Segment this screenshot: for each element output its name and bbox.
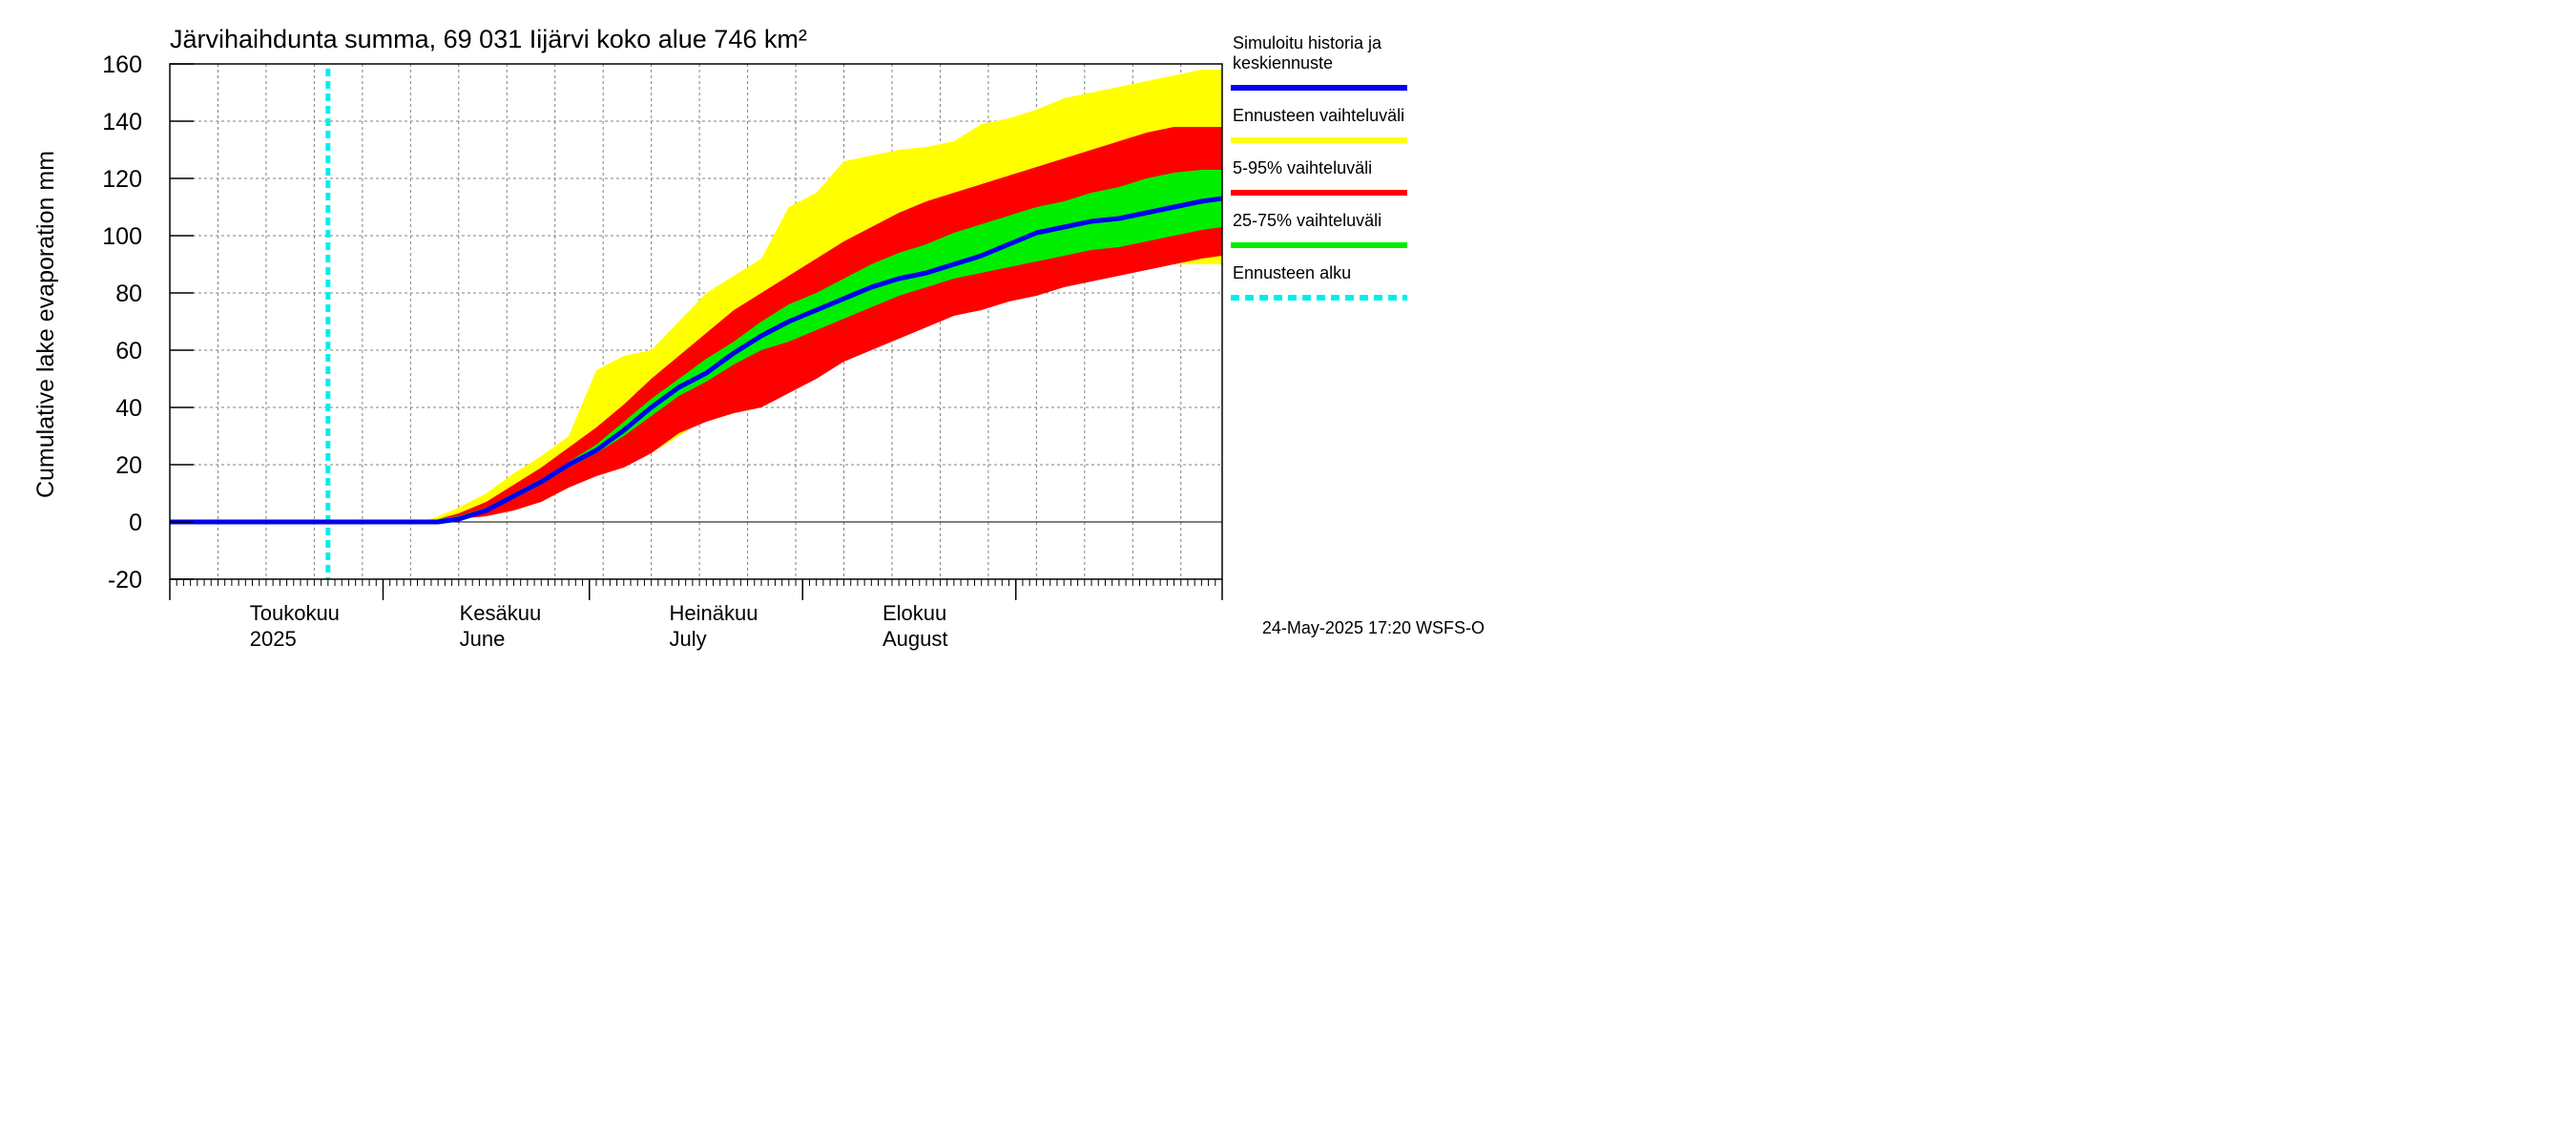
legend-label: Simuloitu historia ja xyxy=(1233,33,1382,52)
y-tick-label: -20 xyxy=(108,567,142,593)
y-tick-label: 120 xyxy=(102,166,142,193)
x-month-label: Heinäkuu xyxy=(670,601,758,625)
legend-label: 5-95% vaihteluväli xyxy=(1233,158,1372,177)
y-tick-label: 100 xyxy=(102,223,142,250)
y-tick-label: 160 xyxy=(102,52,142,78)
x-month-label: Kesäkuu xyxy=(460,601,542,625)
legend-label: keskiennuste xyxy=(1233,53,1333,73)
y-tick-label: 140 xyxy=(102,109,142,135)
y-tick-label: 60 xyxy=(115,338,142,364)
evaporation-chart: Järvihaihdunta summa, 69 031 Iijärvi kok… xyxy=(32,25,1485,651)
band-forecast-range xyxy=(170,70,1222,522)
x-month-sublabel: August xyxy=(883,627,948,651)
y-tick-label: 0 xyxy=(129,510,142,536)
y-axis-label: Cumulative lake evaporation mm xyxy=(32,151,59,498)
plot-frame xyxy=(169,63,1223,580)
x-month-sublabel: 2025 xyxy=(250,627,297,651)
y-tick-label: 80 xyxy=(115,281,142,307)
x-month-label: Toukokuu xyxy=(250,601,340,625)
legend-label: Ennusteen vaihteluväli xyxy=(1233,106,1404,125)
band-5-95 xyxy=(170,127,1222,522)
timestamp-footer: 24-May-2025 17:20 WSFS-O xyxy=(1262,618,1485,637)
chart-title: Järvihaihdunta summa, 69 031 Iijärvi kok… xyxy=(170,25,807,53)
mean-line xyxy=(170,196,1223,525)
band-25-75 xyxy=(170,170,1222,522)
plot-area xyxy=(170,63,1223,580)
x-month-sublabel: July xyxy=(670,627,707,651)
legend-label: Ennusteen alku xyxy=(1233,263,1351,282)
x-month-label: Elokuu xyxy=(883,601,946,625)
legend-label: 25-75% vaihteluväli xyxy=(1233,211,1381,230)
y-tick-label: 20 xyxy=(115,452,142,479)
x-month-sublabel: June xyxy=(460,627,506,651)
y-tick-label: 40 xyxy=(115,395,142,422)
